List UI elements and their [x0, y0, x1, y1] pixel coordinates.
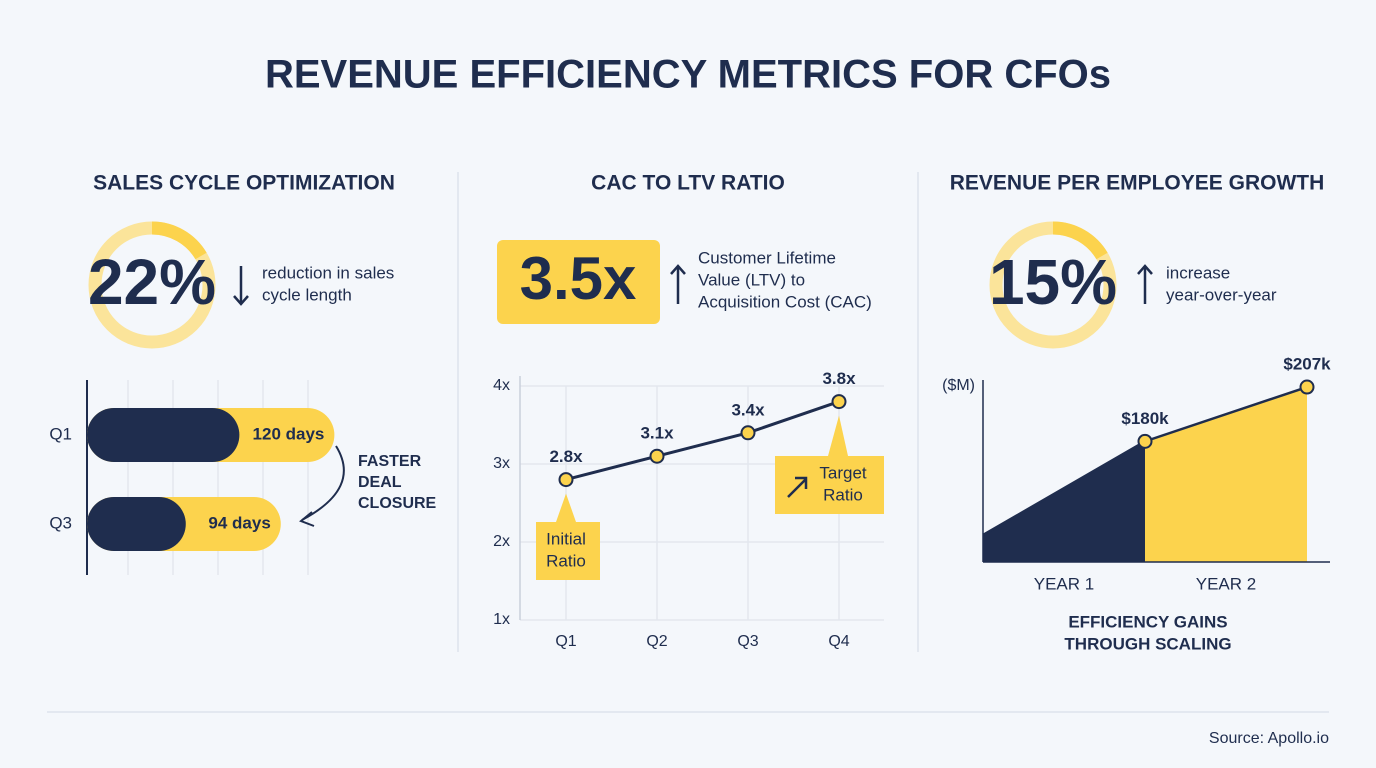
x-tick-label: Q1 [555, 633, 576, 650]
y-axis-label: ($M) [942, 377, 975, 394]
source: Source: Apollo.io [1209, 730, 1329, 747]
kpi-note: cycle length [262, 285, 352, 304]
annotation-arrow [301, 445, 345, 521]
value-label: $180k [1121, 409, 1169, 428]
note-box [536, 493, 600, 580]
caption: THROUGH SCALING [1064, 634, 1231, 653]
value-label: 2.8x [549, 447, 583, 466]
kpi-note: Value (LTV) to [698, 270, 805, 289]
trend-arrowhead [1137, 264, 1153, 275]
area-segment [1145, 387, 1307, 562]
y-tick-label: 2x [493, 533, 510, 550]
annotation-arrowhead [299, 511, 315, 527]
point [740, 425, 756, 441]
note-text: Target [819, 463, 867, 482]
point [558, 472, 574, 488]
category-label: Q1 [49, 424, 72, 443]
trend-arrowhead [670, 264, 686, 275]
panel-title: CAC TO LTV RATIO [591, 172, 785, 195]
point [649, 448, 665, 464]
kpi-note: Acquisition Cost (CAC) [698, 292, 872, 311]
y-tick-label: 1x [493, 611, 510, 628]
point [1299, 379, 1315, 395]
kpi-value: 3.5x [520, 245, 637, 312]
area-segment [983, 441, 1145, 562]
category-label: Q3 [49, 513, 72, 532]
bar-base [87, 408, 240, 462]
panel-title: REVENUE PER EMPLOYEE GROWTH [950, 172, 1325, 195]
note-box [775, 415, 884, 514]
value-label: 94 days [208, 513, 270, 532]
caption: EFFICIENCY GAINS [1068, 612, 1227, 631]
bar-base [87, 497, 186, 551]
annotation: DEAL [358, 474, 402, 491]
kpi-note: Customer Lifetime [698, 248, 836, 267]
annotation: CLOSURE [358, 495, 437, 512]
value-label: 3.1x [640, 424, 674, 443]
point [831, 394, 847, 410]
x-tick-label: Q4 [828, 633, 849, 650]
kpi-value: 22% [88, 246, 216, 318]
y-tick-label: 4x [493, 377, 510, 394]
line [565, 400, 840, 482]
kpi-box [497, 240, 660, 324]
kpi-ring-accent [1052, 221, 1108, 260]
annotation: FASTER [358, 453, 422, 470]
point [1137, 433, 1153, 449]
value-label: 3.4x [731, 400, 765, 419]
trend-arrowhead [233, 295, 249, 306]
y-tick-label: 3x [493, 455, 510, 472]
panel-title: SALES CYCLE OPTIMIZATION [93, 172, 395, 195]
x-tick-label: Q3 [737, 633, 758, 650]
note-text: Ratio [546, 551, 586, 570]
kpi-ring-accent [151, 221, 207, 260]
kpi-value: 15% [989, 246, 1117, 318]
note-text: Ratio [823, 485, 863, 504]
kpi-note: year-over-year [1166, 285, 1277, 304]
kpi-note: reduction in sales [262, 263, 394, 282]
value-label: 120 days [253, 424, 325, 443]
note-icon [787, 476, 808, 498]
note-text: Initial [546, 529, 586, 548]
x-tick-label: YEAR 1 [1034, 574, 1094, 593]
value-label: $207k [1283, 355, 1331, 374]
page-title: REVENUE EFFICIENCY METRICS FOR CFOs [265, 53, 1111, 97]
kpi-note: increase [1166, 263, 1230, 282]
value-label: 3.8x [822, 369, 856, 388]
x-tick-label: Q2 [646, 633, 667, 650]
x-tick-label: YEAR 2 [1196, 574, 1256, 593]
